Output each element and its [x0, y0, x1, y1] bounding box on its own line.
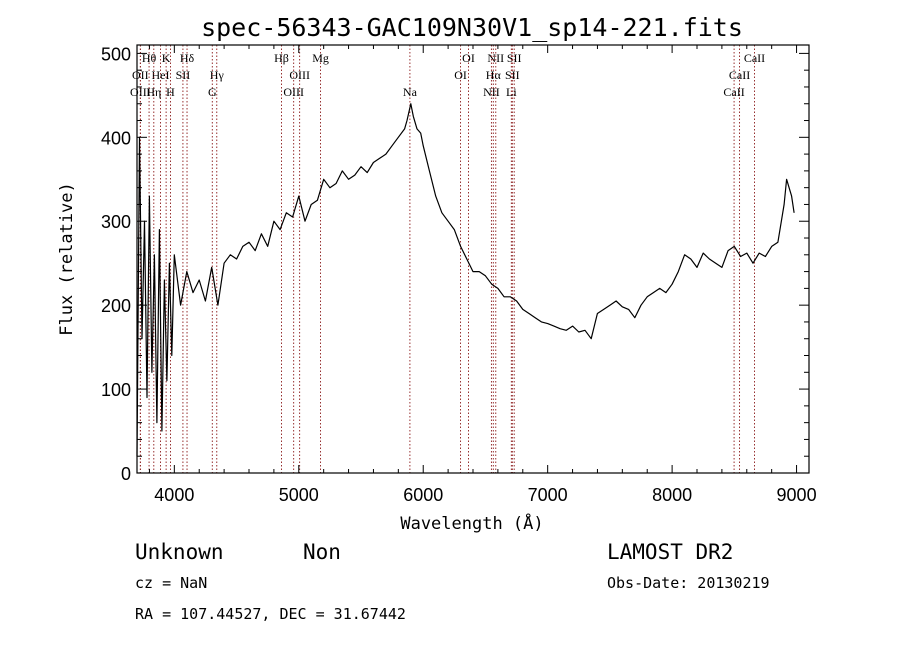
spectral-line-label: G: [208, 85, 217, 99]
x-axis-label: Wavelength (Å): [400, 512, 543, 534]
x-tick-label: 8000: [652, 485, 692, 505]
spectral-line-label: CaII: [723, 85, 744, 99]
y-tick-label: 200: [101, 296, 131, 316]
y-axis-ticks: 0 100 200 300 400 500: [101, 44, 809, 484]
y-tick-label: 400: [101, 128, 131, 148]
spectral-line-label: OIII: [283, 85, 304, 99]
spectral-line-label: SII: [505, 68, 520, 82]
spectral-line-label: HeI: [152, 68, 170, 82]
spectral-line-label: K: [162, 51, 171, 65]
y-axis-label: Flux (relative): [57, 182, 77, 336]
x-axis-ticks: 4000 5000 6000 7000 8000 9000: [148, 45, 817, 505]
spectral-line-label: Na: [403, 85, 418, 99]
object-subclass: Non: [303, 540, 341, 564]
spectrum-series-line: [136, 103, 795, 457]
spectral-line-label: Hη: [146, 85, 161, 99]
x-tick-label: 4000: [154, 485, 194, 505]
spectral-line-label: OII: [132, 68, 149, 82]
y-tick-label: 100: [101, 380, 131, 400]
y-tick-label: 300: [101, 212, 131, 232]
spectral-line-label: OI: [454, 68, 467, 82]
chart-title: spec-56343-GAC109N30V1_sp14-221.fits: [201, 13, 743, 42]
spectral-line-label: Hδ: [180, 51, 195, 65]
plot-frame: [136, 44, 810, 474]
spectral-line-label: Li: [506, 85, 517, 99]
spectral-line-markers: HθOIIOIIIKHeIHηSIIHHδHγGHβOIIIOIIIMgNaOI…: [130, 45, 765, 473]
coordinates: RA = 107.44527, DEC = 31.67442: [135, 605, 406, 623]
spectral-line-label: Hβ: [274, 51, 289, 65]
spectral-line-label: OIII: [130, 85, 151, 99]
x-tick-label: 7000: [528, 485, 568, 505]
spectral-line-label: SII: [507, 51, 522, 65]
y-tick-label: 500: [101, 44, 131, 64]
x-tick-label: 6000: [403, 485, 443, 505]
spectral-line-label: SII: [176, 68, 191, 82]
spectral-line-label: Mg: [312, 51, 329, 65]
spectral-line-label: CaII: [729, 68, 750, 82]
spectral-line-label: NII: [483, 85, 500, 99]
spectral-line-label: Hθ: [142, 51, 157, 65]
spectral-line-label: NII: [487, 51, 504, 65]
object-class: Unknown: [135, 540, 224, 564]
spectral-line-label: OI: [462, 51, 475, 65]
spectral-line-label: OIII: [289, 68, 310, 82]
spectral-line-label: Hγ: [210, 68, 225, 82]
x-tick-label: 5000: [279, 485, 319, 505]
spectral-line-label: Hα: [486, 68, 502, 82]
y-tick-label: 0: [121, 464, 131, 484]
x-tick-label: 9000: [777, 485, 817, 505]
redshift-value: cz = NaN: [135, 574, 207, 592]
survey-name: LAMOST DR2: [607, 540, 733, 564]
spectral-line-label: CaII: [744, 51, 765, 65]
spectral-line-label: H: [166, 85, 175, 99]
observation-date: Obs-Date: 20130219: [607, 574, 770, 592]
